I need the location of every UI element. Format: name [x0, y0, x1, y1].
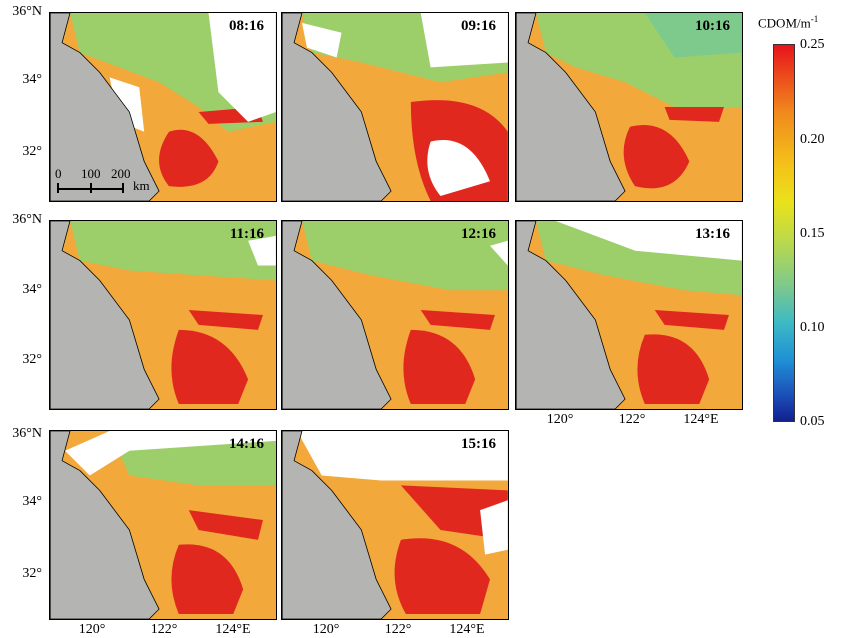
colorbar-title-sup: -1: [810, 14, 819, 24]
panel-time: 13:16: [695, 226, 730, 242]
panel-time: 08:16: [229, 18, 264, 34]
cdom-map-7: [50, 431, 276, 619]
y-label-32: 32°: [22, 352, 42, 367]
scale-bar: 0 100 200 km: [55, 166, 175, 196]
map-panel-5: 12:16: [281, 220, 509, 410]
panel-time: 11:16: [229, 226, 264, 242]
scale-line-tick: [122, 183, 124, 193]
cdom-map-2: [282, 13, 508, 201]
x-label-120: 120°: [78, 622, 106, 637]
x-label-122: 122°: [150, 622, 178, 637]
scale-tick-100: 100: [81, 166, 101, 181]
y-label-36: 36°N: [12, 4, 42, 19]
panel-time: 15:16: [461, 436, 496, 452]
cdom-map-1: [50, 13, 276, 201]
map-panel-7: 14:16: [49, 430, 277, 620]
map-panel-6: 13:16: [515, 220, 743, 410]
x-label-124: 124°E: [215, 622, 251, 637]
cdom-map-8: [282, 431, 508, 619]
x-label-120: 120°: [312, 622, 340, 637]
colorbar-title-text: CDOM/m: [758, 15, 811, 31]
x-label-122: 122°: [384, 622, 412, 637]
colorbar-tick-0.15: 0.15: [800, 226, 825, 241]
scale-tick-200: 200: [111, 166, 131, 181]
colorbar-tick-0.25: 0.25: [800, 37, 825, 52]
x-label-124: 124°E: [683, 412, 719, 427]
y-label-32: 32°: [22, 144, 42, 159]
panel-time: 09:16: [461, 18, 496, 34]
x-label-124: 124°E: [449, 622, 485, 637]
y-label-32: 32°: [22, 566, 42, 581]
colorbar: [773, 44, 795, 422]
colorbar-tick-0.05: 0.05: [800, 414, 825, 429]
scale-unit: km: [133, 178, 150, 193]
cdom-map-6: [516, 221, 742, 409]
x-label-120: 120°: [546, 412, 574, 427]
map-panel-2: 09:16: [281, 12, 509, 202]
colorbar-tick-0.10: 0.10: [800, 320, 825, 335]
panel-time: 12:16: [461, 226, 496, 242]
y-label-34: 34°: [22, 282, 42, 297]
scale-line-tick: [57, 183, 59, 193]
map-panel-8: 15:16: [281, 430, 509, 620]
panel-time: 14:16: [229, 436, 264, 452]
cdom-map-4: [50, 221, 276, 409]
scale-tick-0: 0: [55, 166, 62, 181]
cdom-map-3: [516, 13, 742, 201]
cdom-map-5: [282, 221, 508, 409]
y-label-34: 34°: [22, 72, 42, 87]
y-label-36: 36°N: [12, 212, 42, 227]
map-panel-1: 08:16: [49, 12, 277, 202]
y-label-36: 36°N: [12, 426, 42, 441]
colorbar-title: CDOM/m-1: [758, 14, 818, 31]
panel-time: 10:16: [695, 18, 730, 34]
x-label-122: 122°: [618, 412, 646, 427]
map-panel-4: 11:16: [49, 220, 277, 410]
scale-line-tick: [90, 183, 92, 193]
colorbar-tick-0.20: 0.20: [800, 132, 825, 147]
map-panel-3: 10:16: [515, 12, 743, 202]
y-label-34: 34°: [22, 494, 42, 509]
